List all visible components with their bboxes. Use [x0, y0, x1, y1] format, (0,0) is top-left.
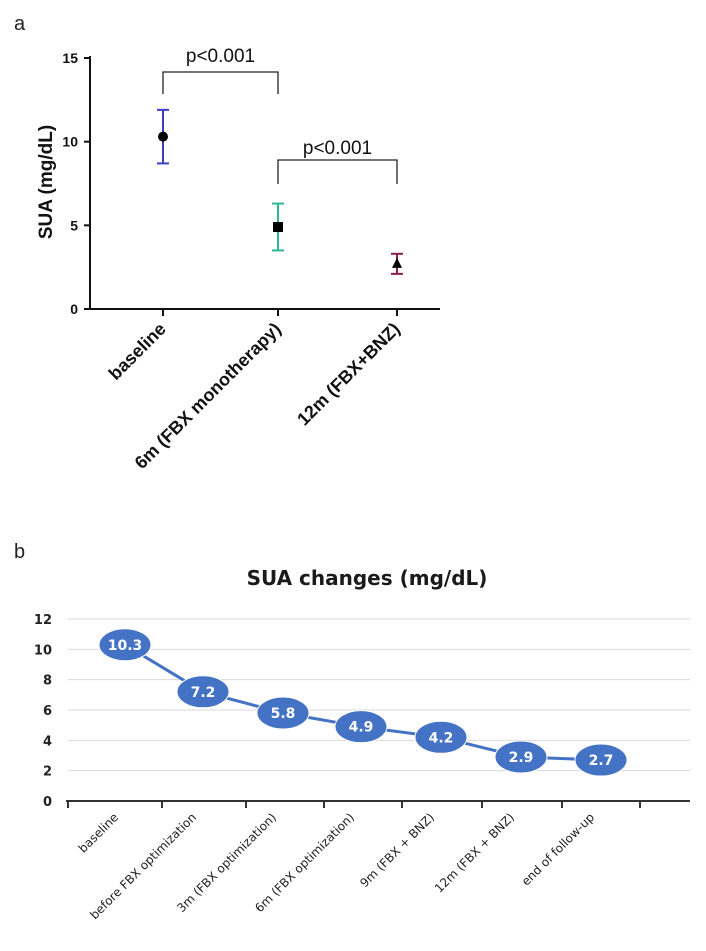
panel-b-data-label: 2.7	[589, 753, 614, 769]
panel-b-data-label: 7.2	[191, 685, 216, 701]
panel-a-point-triangle	[392, 257, 402, 268]
panel-b-data-point	[494, 740, 548, 774]
panel-a-x-tick-label: baseline	[105, 319, 170, 384]
panel-a-p-value-label: p<0.001	[186, 46, 255, 67]
panel-a-p-value-label: p<0.001	[303, 138, 372, 159]
panel-b-y-tick-label: 8	[43, 674, 52, 689]
panel-b-y-tick-label: 4	[43, 734, 52, 749]
panel-b-data-label: 4.2	[429, 730, 454, 746]
panel-b-data-point	[176, 675, 230, 709]
panel-b-y-tick-label: 12	[34, 613, 52, 628]
panel-b-x-tick-label: 12m (FBX + BNZ)	[432, 810, 517, 895]
panel-a-y-axis-title: SUA (mg/dL)	[36, 125, 57, 239]
panel-a-significance-bracket	[162, 71, 279, 94]
panel-a-point-circle	[158, 131, 168, 142]
panel-b-data-point	[414, 720, 468, 754]
panel-b-y-tick-label: 0	[43, 795, 52, 810]
panel-b-x-tick-label: end of follow-up	[519, 810, 597, 888]
panel-a-significance-bracket	[277, 159, 398, 184]
panel-a-y-tick-label: 10	[62, 134, 78, 150]
panel-b-data-point	[256, 696, 310, 730]
panel-a-y-tick-label: 5	[70, 217, 78, 233]
panel-b-y-tick-label: 10	[34, 643, 52, 658]
panel-a-x-tick-label: 12m (FBX+BNZ)	[293, 319, 404, 430]
panel-a-label: a	[14, 13, 26, 35]
panel-b-x-tick-label: baseline	[76, 810, 121, 855]
panel-b-data-point	[334, 710, 388, 744]
panel-a-y-tick-label: 15	[62, 50, 78, 66]
panel-b-data-point	[98, 628, 152, 662]
panel-b-x-tick-label: 9m (FBX + BNZ)	[357, 810, 437, 890]
panel-b-y-tick-label: 6	[43, 704, 52, 719]
panel-b: b SUA changes (mg/dL) 0 2 4 6 8 10 12 baseline…	[14, 541, 690, 922]
panel-b-data-label: 5.8	[271, 706, 296, 722]
panel-b-title: SUA changes (mg/dL)	[247, 566, 488, 590]
panel-b-y-tick-label: 2	[43, 765, 52, 780]
panel-a-y-tick-label: 0	[70, 301, 78, 317]
panel-a-point-square	[273, 222, 283, 233]
panel-b-data-label: 4.9	[349, 720, 374, 736]
panel-b-data-label: 2.9	[509, 750, 534, 766]
panel-b-data-label: 10.3	[108, 638, 143, 654]
panel-b-data-point	[574, 743, 628, 777]
panel-b-label: b	[14, 541, 25, 563]
